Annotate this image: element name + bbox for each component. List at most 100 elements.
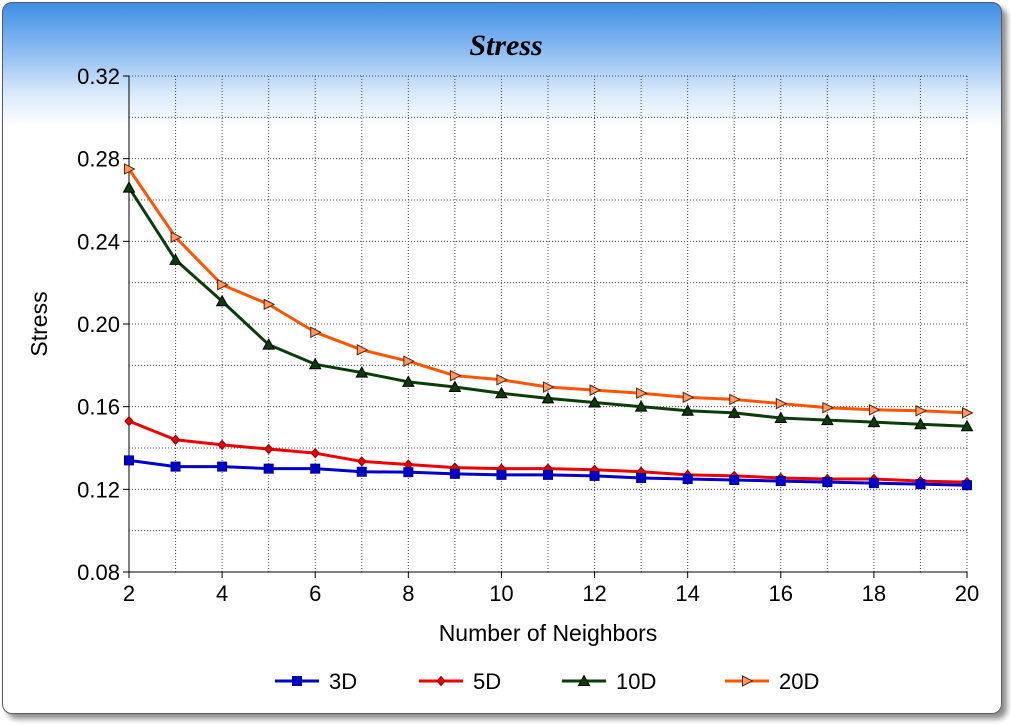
legend-marker-20d <box>742 675 754 687</box>
data-point-10d <box>448 380 462 393</box>
data-point-20d <box>263 298 276 311</box>
data-point-20d <box>449 369 462 382</box>
data-point-20d <box>496 373 509 386</box>
y-tick-label: 0.24 <box>77 229 120 254</box>
data-point-10d <box>541 391 555 404</box>
data-point-10d <box>215 294 229 307</box>
x-axis-ticks: 2 4 6 8 10 12 14 16 18 20 <box>123 572 979 606</box>
data-point-3d <box>729 475 740 486</box>
legend-item-20d: 20D <box>725 669 819 694</box>
data-point-3d <box>775 476 786 487</box>
legend-label-20d: 20D <box>779 669 819 694</box>
data-point-10d <box>681 404 695 416</box>
data-point-5d <box>217 439 227 451</box>
series-20d <box>124 163 974 419</box>
data-point-10d <box>122 181 136 193</box>
data-point-5d <box>124 415 134 427</box>
y-tick-label: 0.20 <box>77 312 120 337</box>
legend-label-10d: 10D <box>616 669 656 694</box>
data-point-3d <box>310 463 321 474</box>
series-lines <box>122 163 974 491</box>
legend-marker-5d <box>436 675 446 687</box>
data-point-3d <box>263 463 274 474</box>
data-point-10d <box>262 338 276 350</box>
data-point-20d <box>543 381 555 393</box>
data-point-5d <box>263 443 274 455</box>
data-point-3d <box>124 455 134 466</box>
x-tick-label: 18 <box>862 581 886 606</box>
data-point-3d <box>403 467 414 478</box>
data-point-20d <box>636 387 648 400</box>
data-point-5d <box>170 434 181 445</box>
data-point-20d <box>124 163 136 175</box>
y-tick-label: 0.32 <box>77 64 120 89</box>
stress-chart: Stress 0.08 0.12 0.16 0.20 0.24 0.28 0.32 2 4 6 8… <box>26 29 979 694</box>
x-tick-label: 6 <box>309 581 321 606</box>
legend-item-5d: 5D <box>419 669 501 694</box>
data-point-3d <box>217 461 228 472</box>
data-point-20d <box>403 355 415 368</box>
data-point-10d <box>308 357 322 370</box>
data-point-3d <box>449 468 460 479</box>
data-point-10d <box>495 386 508 399</box>
data-point-3d <box>356 466 367 477</box>
data-point-3d <box>496 469 507 480</box>
grid-lines <box>129 75 968 572</box>
data-point-3d <box>915 479 926 490</box>
x-tick-label: 16 <box>769 581 793 606</box>
data-point-3d <box>636 472 647 483</box>
legend-item-10d: 10D <box>562 669 656 694</box>
series-10d <box>122 181 974 432</box>
data-point-3d <box>868 478 879 489</box>
x-tick-label: 14 <box>675 581 699 606</box>
data-point-20d <box>170 231 183 244</box>
data-point-10d <box>588 395 601 408</box>
data-point-10d <box>914 417 927 430</box>
data-point-20d <box>682 391 695 404</box>
x-tick-label: 12 <box>582 581 606 606</box>
x-tick-label: 10 <box>489 581 513 606</box>
legend-label-5d: 5D <box>473 669 501 694</box>
data-point-10d <box>401 375 415 387</box>
x-tick-label: 4 <box>216 581 228 606</box>
data-point-20d <box>822 401 834 414</box>
data-point-20d <box>962 407 974 419</box>
data-point-10d <box>355 366 369 378</box>
data-point-20d <box>775 397 788 410</box>
data-point-5d <box>310 447 320 459</box>
data-point-3d <box>543 469 553 480</box>
x-tick-label: 2 <box>123 581 135 606</box>
legend: 3D 5D 10D 20D <box>275 669 819 694</box>
data-point-10d <box>774 411 788 424</box>
chart-card: Stress 0.08 0.12 0.16 0.20 0.24 0.28 0.32 2 4 6 8… <box>2 2 1002 714</box>
legend-label-3d: 3D <box>329 669 357 694</box>
data-point-20d <box>217 278 229 291</box>
x-axis-title: Number of Neighbors <box>439 620 658 646</box>
data-point-10d <box>820 413 834 426</box>
data-point-10d <box>634 400 648 412</box>
x-tick-label: 20 <box>955 581 979 606</box>
data-point-10d <box>960 419 974 432</box>
data-point-20d <box>310 326 322 339</box>
y-tick-label: 0.28 <box>77 147 120 172</box>
data-point-20d <box>868 403 881 416</box>
legend-marker-10d <box>577 674 591 686</box>
data-point-20d <box>729 393 741 406</box>
y-tick-label: 0.08 <box>77 560 120 585</box>
data-point-20d <box>915 404 928 417</box>
data-point-3d <box>822 477 833 488</box>
plot-area <box>129 76 967 572</box>
chart-title: Stress <box>469 29 542 62</box>
legend-item-3d: 3D <box>275 669 357 694</box>
y-tick-label: 0.16 <box>77 395 120 420</box>
x-tick-label: 8 <box>402 581 414 606</box>
data-point-3d <box>682 474 693 484</box>
data-point-5d <box>357 456 367 467</box>
series-3d <box>124 455 972 491</box>
data-point-10d <box>169 253 182 265</box>
data-point-10d <box>727 406 741 418</box>
data-point-3d <box>170 461 181 472</box>
data-point-3d <box>962 480 972 491</box>
y-tick-label: 0.12 <box>77 477 120 502</box>
data-point-20d <box>356 344 369 356</box>
